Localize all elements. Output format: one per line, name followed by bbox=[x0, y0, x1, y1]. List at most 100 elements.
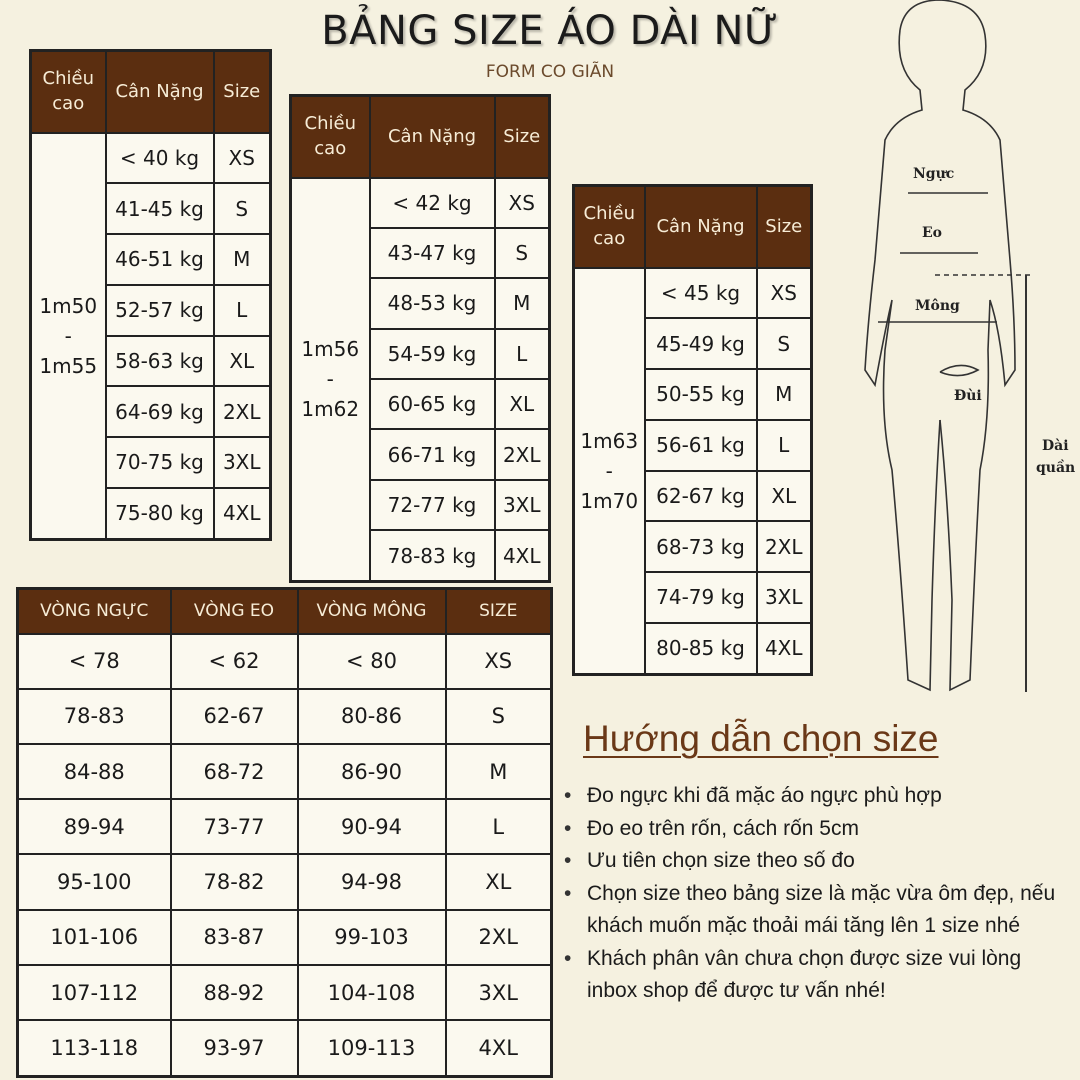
weight-cell: 75-80 kg bbox=[104, 486, 215, 541]
table-row: 1m50-1m55 < 40 kg XS bbox=[29, 131, 272, 541]
weight-cell: 68-73 kg bbox=[643, 520, 758, 573]
waist-cell: 73-77 bbox=[169, 798, 299, 856]
guide-item: Khách phân vân chưa chọn được size vui l… bbox=[562, 943, 1077, 1008]
size-cell: M bbox=[212, 233, 272, 286]
weight-cell: 56-61 kg bbox=[643, 418, 758, 472]
size-cell: XL bbox=[493, 377, 551, 431]
column-header: SIZE bbox=[444, 587, 553, 635]
table-row: 80-85 kg 4XL bbox=[574, 621, 813, 676]
size-cell: 3XL bbox=[212, 436, 272, 489]
size-cell: 3XL bbox=[444, 963, 553, 1022]
weight-cell: 66-71 kg bbox=[368, 428, 496, 481]
table-row: 78-83 kg 4XL bbox=[291, 529, 551, 583]
size-table-height-3: Chiều cao Cân Nặng Size 1m63-1m70 < 45 kg XS 4… bbox=[572, 184, 813, 676]
table-row: 50-55 kg M bbox=[574, 368, 813, 421]
hip-cell: 99-103 bbox=[296, 908, 447, 966]
weight-cell: 72-77 kg bbox=[368, 478, 496, 532]
weight-cell: < 45 kg bbox=[643, 266, 758, 320]
table-row: 74-79 kg 3XL bbox=[574, 571, 813, 624]
size-cell: M bbox=[755, 368, 813, 421]
size-table-height-1: Chiều cao Cân Nặng Size 1m50-1m55 < 40 kg XS 4… bbox=[29, 49, 272, 541]
size-cell: L bbox=[212, 283, 272, 337]
table-row: 113-118 93-97 109-113 4XL bbox=[16, 1019, 553, 1078]
column-header: Size bbox=[212, 49, 272, 134]
thigh-label: Đùi bbox=[954, 388, 982, 404]
waist-cell: 78-82 bbox=[169, 853, 299, 911]
table-row: 89-94 73-77 90-94 L bbox=[16, 798, 553, 856]
weight-cell: 54-59 kg bbox=[368, 327, 496, 381]
column-header: VÒNG NGỰC bbox=[16, 587, 172, 635]
header-row: VÒNG NGỰC VÒNG EO VÒNG MÔNG SIZE bbox=[16, 587, 553, 635]
chest-label: Ngực bbox=[913, 166, 954, 182]
table-row: 60-65 kg XL bbox=[291, 377, 551, 431]
body-measurement-figure: Ngực Eo Mông Đùi Dài quần bbox=[864, 0, 1075, 692]
column-header: Cân Nặng bbox=[104, 49, 215, 134]
size-cell: 2XL bbox=[212, 385, 272, 438]
hip-cell: 109-113 bbox=[296, 1019, 447, 1078]
chest-cell: 101-106 bbox=[16, 908, 172, 966]
table-row: 84-88 68-72 86-90 M bbox=[16, 742, 553, 801]
size-cell: M bbox=[493, 277, 551, 330]
weight-cell: 78-83 kg bbox=[368, 529, 496, 583]
chest-cell: < 78 bbox=[16, 632, 172, 690]
table-row: 78-83 62-67 80-86 S bbox=[16, 687, 553, 745]
size-cell: XL bbox=[755, 469, 813, 523]
size-cell: XS bbox=[444, 632, 553, 690]
body-outline-icon bbox=[864, 0, 1016, 692]
measurement-table: VÒNG NGỰC VÒNG EO VÒNG MÔNG SIZE < 78 < 62 < 8… bbox=[16, 587, 553, 1078]
header-row: Chiều cao Cân Nặng Size bbox=[289, 94, 551, 179]
pants-length-label: Dài bbox=[1042, 438, 1069, 454]
column-header: Size bbox=[493, 94, 551, 179]
table-row: 75-80 kg 4XL bbox=[31, 486, 272, 541]
page-subtitle: FORM CO GIÃN bbox=[485, 62, 615, 82]
table-row: 62-67 kg XL bbox=[574, 469, 813, 523]
table-row: 95-100 78-82 94-98 XL bbox=[16, 853, 553, 911]
waist-label: Eo bbox=[922, 225, 942, 241]
size-cell: XS bbox=[755, 266, 813, 320]
column-header: Chiều cao bbox=[572, 184, 646, 269]
size-cell: M bbox=[444, 742, 553, 801]
pants-length-label: quần bbox=[1036, 459, 1075, 476]
table-row: 64-69 kg 2XL bbox=[31, 385, 272, 438]
table-row: 101-106 83-87 99-103 2XL bbox=[16, 908, 553, 966]
chest-cell: 95-100 bbox=[16, 853, 172, 911]
table-row: 56-61 kg L bbox=[574, 418, 813, 472]
size-cell: L bbox=[755, 418, 813, 472]
weight-cell: 62-67 kg bbox=[643, 469, 758, 523]
weight-cell: 52-57 kg bbox=[104, 283, 215, 337]
table-row: 58-63 kg XL bbox=[31, 334, 272, 388]
height-range-cell: 1m63-1m70 bbox=[572, 266, 646, 676]
size-cell: 4XL bbox=[212, 486, 272, 541]
table-row: 43-47 kg S bbox=[291, 226, 551, 280]
weight-cell: 48-53 kg bbox=[368, 277, 496, 330]
size-cell: S bbox=[444, 687, 553, 745]
size-cell: XL bbox=[444, 853, 553, 911]
weight-cell: 80-85 kg bbox=[643, 621, 758, 676]
size-cell: 4XL bbox=[493, 529, 551, 583]
hip-cell: 80-86 bbox=[296, 687, 447, 745]
weight-cell: 58-63 kg bbox=[104, 334, 215, 388]
column-header: VÒNG EO bbox=[169, 587, 299, 635]
guide-item: Chọn size theo bảng size là mặc vừa ôm đ… bbox=[562, 878, 1077, 943]
size-cell: S bbox=[493, 226, 551, 280]
size-cell: L bbox=[444, 798, 553, 856]
table-row: 45-49 kg S bbox=[574, 317, 813, 370]
size-cell: 4XL bbox=[444, 1019, 553, 1078]
weight-cell: 60-65 kg bbox=[368, 377, 496, 431]
chest-cell: 78-83 bbox=[16, 687, 172, 745]
chest-cell: 113-118 bbox=[16, 1019, 172, 1078]
column-header: Chiều cao bbox=[29, 49, 107, 134]
guide-item: Đo ngực khi đã mặc áo ngực phù hợp bbox=[562, 780, 1077, 813]
waist-cell: 83-87 bbox=[169, 908, 299, 966]
size-cell: XS bbox=[493, 176, 551, 229]
size-cell: 3XL bbox=[755, 571, 813, 624]
table-row: 46-51 kg M bbox=[31, 233, 272, 286]
weight-cell: < 42 kg bbox=[368, 176, 496, 229]
table-row: 66-71 kg 2XL bbox=[291, 428, 551, 481]
header-row: Chiều cao Cân Nặng Size bbox=[572, 184, 813, 269]
weight-cell: 50-55 kg bbox=[643, 368, 758, 421]
size-cell: L bbox=[493, 327, 551, 381]
weight-cell: 43-47 kg bbox=[368, 226, 496, 280]
hip-cell: 104-108 bbox=[296, 963, 447, 1022]
hip-cell: 86-90 bbox=[296, 742, 447, 801]
